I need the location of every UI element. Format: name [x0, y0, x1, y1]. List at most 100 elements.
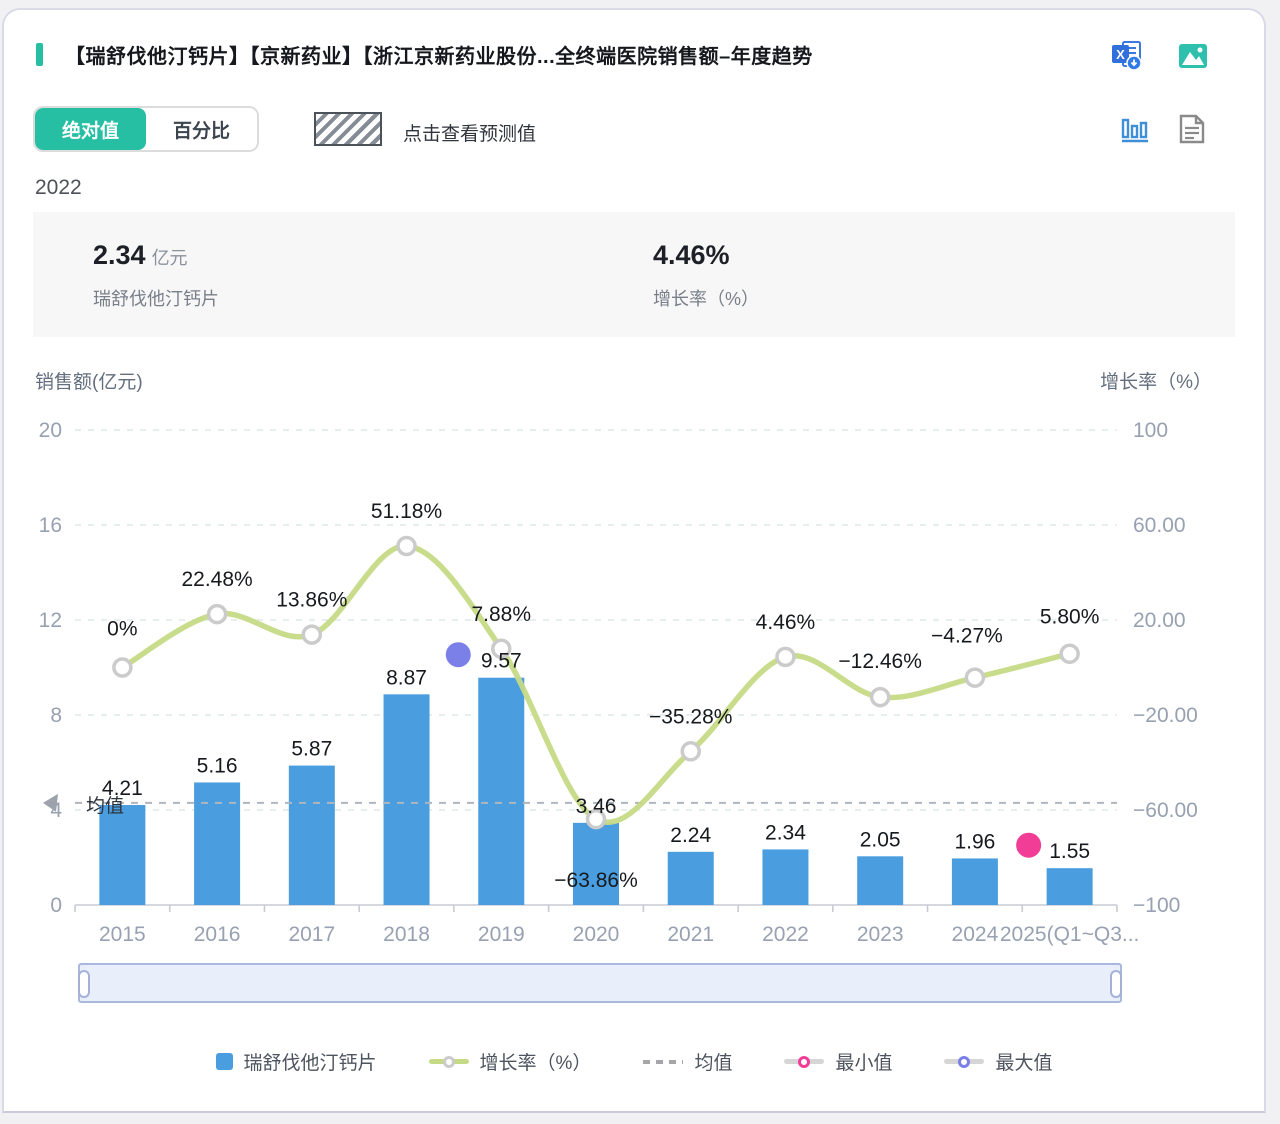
left-axis-tick: 8 — [50, 704, 62, 727]
report-doc-icon[interactable] — [1178, 114, 1206, 144]
data-zoom-slider[interactable] — [78, 963, 1122, 1003]
legend-item-min[interactable]: 最小值 — [784, 1048, 892, 1075]
max-marker-swatch-icon — [944, 1055, 985, 1068]
x-axis-label: 2019 — [478, 923, 525, 946]
bar-value-label: 4.21 — [102, 777, 143, 800]
line-marker[interactable] — [869, 686, 891, 708]
card-header: 【瑞舒伐他汀钙片】【京新药业】【浙江京新药业股份...全终端医院销售额–年度趋势 — [36, 40, 813, 69]
bar-value-label: 8.87 — [386, 666, 427, 689]
growth-point-label: 4.46% — [756, 611, 816, 634]
bar-swatch-icon — [215, 1053, 233, 1070]
right-axis-tick: 60.00 — [1133, 514, 1186, 537]
x-axis-label: 2023 — [857, 923, 904, 946]
bar-chart-view-icon[interactable] — [1120, 114, 1150, 144]
bar[interactable] — [288, 765, 335, 905]
right-axis-tick: 20.00 — [1133, 609, 1186, 632]
forecast-hint-label[interactable]: 点击查看预测值 — [403, 124, 537, 145]
min-marker-swatch-icon — [784, 1055, 825, 1068]
growth-point-label: 5.80% — [1040, 606, 1100, 629]
mean-line-arrow — [43, 793, 58, 812]
legend-item-max[interactable]: 最大值 — [944, 1048, 1052, 1075]
value-mode-toggle: 绝对值 百分比 — [33, 106, 260, 152]
right-axis-title: 增长率（%） — [1100, 372, 1212, 393]
x-axis-label: 2015 — [99, 923, 146, 946]
left-axis-tick: 12 — [39, 609, 62, 632]
bar[interactable] — [951, 858, 998, 905]
bar[interactable] — [478, 677, 525, 905]
growth-value: 4.46% — [653, 240, 730, 270]
bar[interactable] — [99, 805, 146, 905]
mean-line-label: 均值 — [86, 795, 124, 817]
bar-value-label: 5.87 — [291, 738, 332, 761]
right-axis-tick: 100 — [1133, 419, 1168, 442]
sales-unit: 亿元 — [151, 248, 188, 268]
bar[interactable] — [573, 822, 619, 905]
x-axis-label: 2022 — [762, 923, 809, 946]
left-axis-tick: 0 — [50, 894, 62, 917]
growth-point-label: 0% — [107, 618, 137, 641]
x-axis-label: 2020 — [573, 923, 620, 946]
bar[interactable] — [762, 849, 809, 905]
line-marker[interactable] — [585, 808, 607, 830]
bar[interactable] — [383, 694, 430, 905]
slider-handle-left[interactable] — [78, 970, 90, 998]
bar-value-label: 2.24 — [670, 824, 711, 847]
right-axis-tick: −20.00 — [1133, 704, 1198, 727]
bar[interactable] — [857, 856, 904, 905]
sales-stat-label: 瑞舒伐他汀钙片 — [93, 289, 219, 309]
trend-chart[interactable]: 20 100 16 60.00 12 20.00 8 −20.00 4 −60.00 0 −100 20… — [30, 398, 1240, 964]
bar-value-label: 3.46 — [576, 795, 617, 818]
slider-handle-right[interactable] — [1110, 970, 1122, 998]
x-axis-label: 2017 — [288, 923, 335, 946]
selected-year-label: 2022 — [35, 176, 82, 199]
legend-item-mean[interactable]: 均值 — [643, 1048, 732, 1075]
line-marker[interactable] — [964, 667, 986, 688]
left-axis-title: 销售额(亿元) — [35, 372, 143, 393]
dashed-line-swatch-icon — [643, 1059, 684, 1064]
bar[interactable] — [1046, 868, 1093, 905]
left-axis-tick: 16 — [39, 514, 62, 537]
summary-stats-bar: 2.34 亿元 瑞舒伐他汀钙片 4.46% 增长率（%） — [33, 212, 1235, 337]
bar[interactable] — [194, 782, 241, 905]
line-marker[interactable] — [301, 624, 323, 645]
growth-line — [119, 543, 1073, 825]
growth-point-label: 7.88% — [471, 603, 531, 626]
page-title: 【瑞舒伐他汀钙片】【京新药业】【浙江京新药业股份...全终端医院销售额–年度趋势 — [65, 46, 813, 68]
bar-value-label: 1.96 — [954, 830, 995, 853]
line-marker[interactable] — [491, 638, 512, 660]
x-axis-label: 2016 — [194, 923, 241, 946]
bar-value-label: 5.16 — [197, 754, 238, 777]
x-axis-label: 2021 — [667, 923, 714, 946]
legend-item-growth[interactable]: 增长率（%） — [428, 1048, 591, 1075]
bar-value-label: 2.34 — [765, 821, 806, 844]
line-marker[interactable] — [206, 603, 228, 625]
line-marker[interactable] — [1059, 643, 1080, 664]
excel-download-icon[interactable]: X — [1111, 40, 1142, 71]
growth-point-label: 22.48% — [181, 568, 252, 591]
line-marker[interactable] — [396, 535, 417, 557]
chart-legend: 瑞舒伐他汀钙片 增长率（%） 均值 最小值 最大值 — [4, 1048, 1264, 1075]
line-marker[interactable] — [775, 646, 796, 668]
growth-point-label: −4.27% — [931, 625, 1003, 648]
sales-stat: 2.34 亿元 瑞舒伐他汀钙片 — [33, 212, 653, 337]
svg-text:X: X — [1116, 47, 1125, 62]
bar[interactable] — [667, 851, 714, 905]
toggle-absolute-button[interactable]: 绝对值 — [35, 108, 147, 150]
growth-point-label: 51.18% — [371, 500, 442, 523]
right-axis-tick: −100 — [1133, 894, 1180, 917]
forecast-hatch-swatch[interactable] — [314, 112, 382, 146]
left-axis-tick: 20 — [39, 419, 62, 442]
title-accent-bar — [36, 43, 43, 66]
line-marker[interactable] — [112, 657, 133, 678]
bar-value-label: 9.57 — [481, 650, 522, 673]
max-value-dot — [445, 642, 471, 668]
x-axis-label: 2018 — [383, 923, 430, 946]
min-value-dot — [1016, 832, 1042, 858]
image-export-icon[interactable] — [1178, 41, 1208, 71]
chart-card: 【瑞舒伐他汀钙片】【京新药业】【浙江京新药业股份...全终端医院销售额–年度趋势… — [2, 8, 1266, 1113]
line-marker[interactable] — [680, 741, 701, 762]
bar-value-label: 1.55 — [1049, 840, 1090, 863]
growth-point-label: −63.86% — [554, 869, 638, 892]
legend-item-sales[interactable]: 瑞舒伐他汀钙片 — [215, 1048, 377, 1075]
toggle-percent-button[interactable]: 百分比 — [146, 108, 258, 150]
